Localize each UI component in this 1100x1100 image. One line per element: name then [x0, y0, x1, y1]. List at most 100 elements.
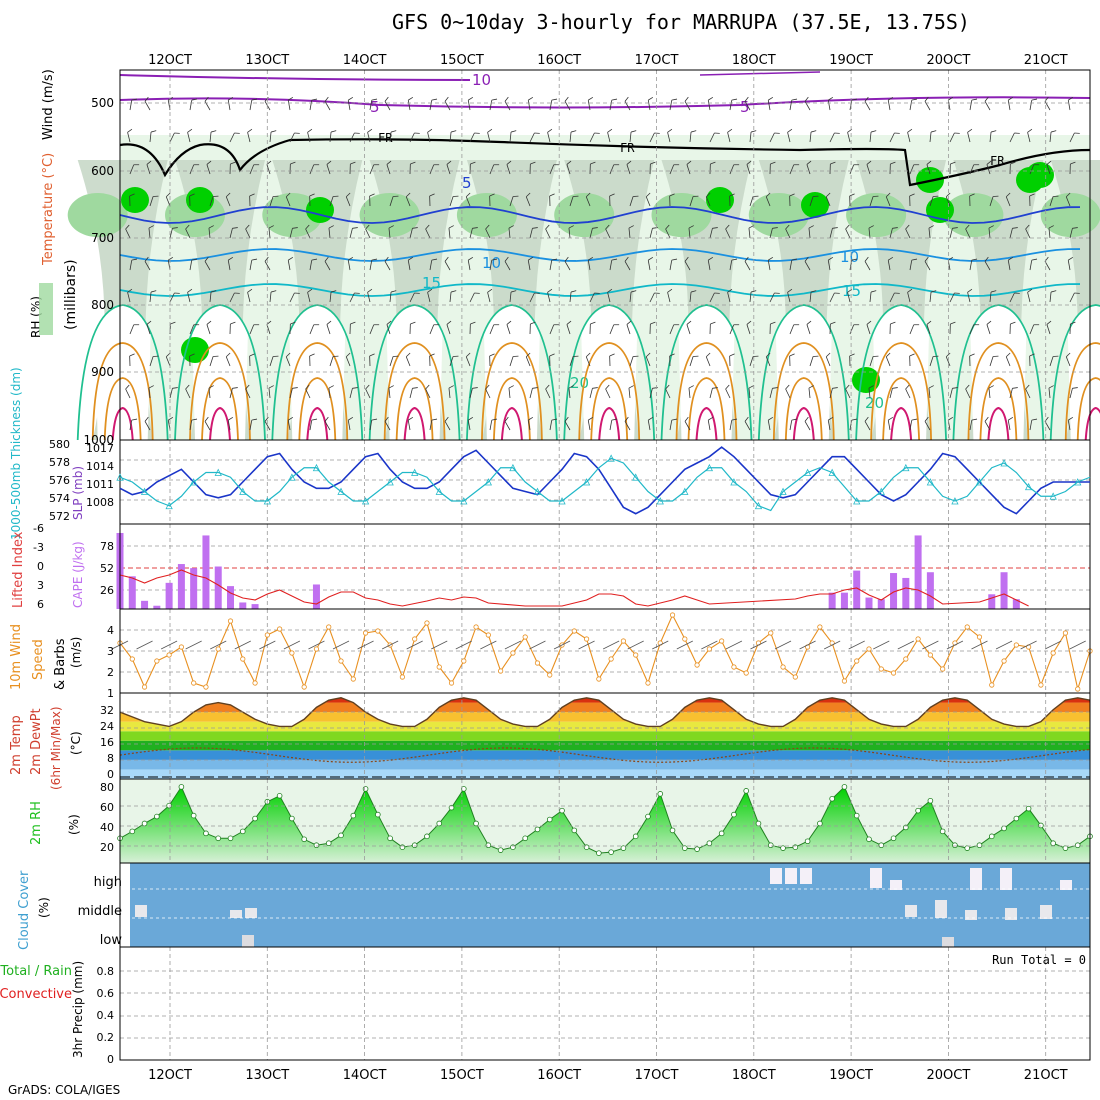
wind-barb	[429, 324, 440, 335]
x-tick-top-18OCT: 18OCT	[732, 53, 776, 68]
wind-barb-flag	[290, 161, 296, 165]
wind-barb	[647, 256, 654, 271]
wind-barb-flag	[408, 256, 414, 261]
thickness-marker	[1024, 482, 1033, 491]
ylabel-wind10m-unit: (m/s)	[69, 637, 83, 668]
wind-barb-shaft	[287, 260, 291, 271]
ylabel-dewpoint: 2m DewPt	[29, 708, 44, 775]
wind-barb-shaft	[564, 261, 571, 271]
wind-barb-shaft	[864, 261, 871, 271]
wind-barb	[1046, 160, 1052, 175]
wind-barb-shaft	[189, 420, 193, 431]
rh-shading-dark	[181, 337, 209, 363]
wind-barb	[1069, 387, 1078, 399]
wind-barb-shaft	[887, 260, 891, 271]
wind-barb	[686, 160, 692, 175]
wind10m-marker	[792, 674, 798, 680]
wind-barb	[309, 324, 320, 335]
wind-barb-flag	[590, 161, 596, 165]
wind-barb-shaft	[144, 421, 151, 431]
wind-barb	[444, 256, 451, 271]
wind-barb-flag	[988, 225, 994, 229]
rh-dry-core	[581, 305, 638, 440]
wind-barb	[469, 132, 480, 143]
wind-barb	[489, 353, 495, 367]
ylabel-wind10m-speed: Speed	[31, 639, 46, 680]
wind-barb	[609, 353, 615, 367]
wind-barb-flag	[667, 288, 673, 293]
wind-barb	[907, 128, 913, 143]
wind-barb-shaft	[989, 132, 992, 143]
wind-barb-shaft	[1005, 356, 1011, 367]
wind-barb-flag	[348, 256, 354, 261]
wind-barb-flag	[948, 416, 954, 421]
wind-barb-shaft	[427, 132, 431, 143]
wind-barb-shaft	[465, 196, 471, 207]
wind-barb-shaft	[127, 132, 131, 143]
wind-barb	[1007, 256, 1014, 271]
wind-barb-flag	[690, 290, 697, 293]
wind-barb	[1046, 320, 1052, 335]
ylabel-wind10m: 10m Wind	[9, 624, 24, 690]
wind-barb-flag	[251, 418, 258, 421]
wind-barb-flag	[648, 416, 654, 421]
wind-barb-flag	[369, 353, 375, 357]
wind-barb	[587, 96, 594, 111]
wind-barb-shaft	[926, 164, 931, 175]
wind-barb	[967, 288, 973, 303]
wind-barb-shaft	[347, 260, 351, 271]
wind-barb	[1009, 321, 1016, 335]
wind-barb	[669, 193, 675, 207]
wind-barb-shaft	[485, 228, 491, 239]
wind-barb	[429, 418, 438, 431]
wind-barb	[568, 385, 574, 399]
wind-barb-shaft	[489, 164, 495, 175]
wind-barb-shaft	[885, 356, 891, 367]
wind-barb-flag	[450, 290, 457, 293]
wind-barb	[249, 353, 255, 367]
wind-barb-shaft	[264, 421, 271, 431]
wind-barb-shaft	[709, 228, 713, 239]
wind10m-marker	[154, 658, 160, 664]
wind-barb-flag	[965, 384, 970, 390]
wind-barb-flag	[174, 132, 180, 134]
wind10m-marker	[719, 638, 725, 644]
thickness-marker	[779, 487, 787, 495]
wind-contour-10	[119, 74, 471, 81]
wind-barb-flag	[714, 132, 720, 134]
wind-barb	[309, 418, 318, 431]
wind-barb-shaft	[569, 196, 574, 207]
wind-barb	[144, 256, 151, 271]
wind-barb	[929, 195, 939, 207]
wind-barb-flag	[204, 416, 209, 422]
wind-barb-shaft	[929, 356, 934, 367]
cape-bar	[312, 584, 320, 609]
wind-barb-shaft	[326, 324, 331, 335]
wind-barb-shaft	[829, 132, 835, 143]
wind-barb-shaft	[669, 420, 673, 431]
wind-barb-flag	[564, 416, 569, 422]
wind-barb-flag	[765, 352, 771, 358]
thickness-marker	[828, 468, 836, 476]
wind-barb-flag	[628, 225, 634, 229]
wind-barb-flag	[845, 224, 850, 230]
wind-barb-shaft	[229, 132, 235, 143]
cloud-cover-background	[130, 863, 1090, 947]
wind-barb-shaft	[144, 101, 151, 111]
wind-barb-flag	[444, 96, 449, 102]
wind-barb-flag	[1005, 352, 1011, 358]
cloud-middle-gap	[230, 910, 242, 918]
wind-barb	[429, 98, 438, 111]
cloud-high-gap	[970, 868, 982, 890]
ylabel-slp: SLP (mb)	[71, 466, 85, 520]
wind-barb	[827, 416, 834, 431]
wind-barb-shaft	[684, 421, 691, 431]
wind-barb-shaft	[307, 132, 311, 143]
wind-barb-flag	[508, 225, 514, 229]
wind-barb	[545, 384, 551, 399]
wind-barb-shaft	[266, 324, 271, 335]
wind-barb	[869, 130, 877, 143]
wind-barb	[729, 258, 738, 271]
wind-barb	[1005, 192, 1011, 207]
wind10m-barb	[701, 640, 718, 650]
